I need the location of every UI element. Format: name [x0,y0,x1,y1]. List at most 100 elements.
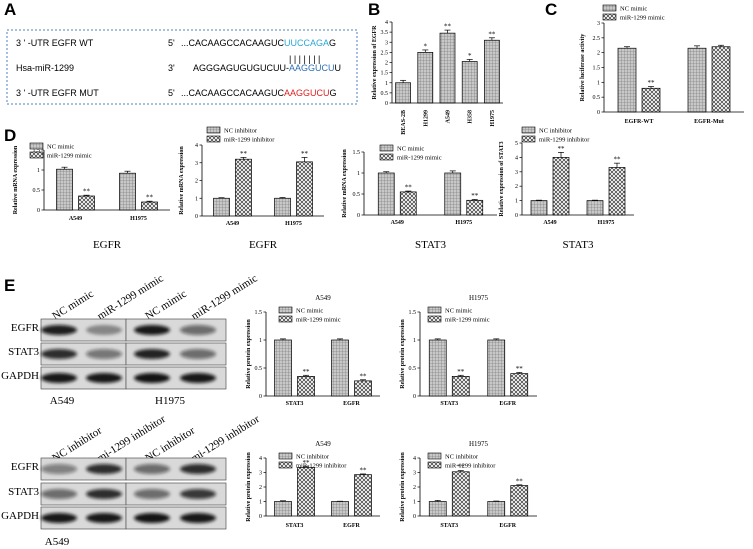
y-tick-label: 1 [195,196,198,202]
blot-band [86,325,122,335]
legend-label: miR-1299 mimic [620,15,665,22]
y-tick-label: 0.5 [353,192,361,198]
pairing-bars: | | | | | | | [289,54,320,64]
blot-lane-label: miR-1299 mimic [189,272,259,322]
y-tick-label: 0 [195,214,198,220]
bar-egfr-s0 [487,339,506,397]
x-tick-label: A549 [226,221,239,227]
legend-swatch [29,142,44,150]
significance-mark: ** [457,463,465,471]
x-tick-label: BEAS-2B [401,110,407,135]
legend-swatch [427,315,442,323]
legend-label: miR-1299 inhibitor [296,463,347,470]
bar-stat3-s1 [451,471,470,517]
legend-swatch [278,461,293,469]
significance-mark: ** [516,365,524,373]
legend-swatch [521,135,536,143]
blot-row-label: STAT3 [8,486,39,498]
bar-egfr-s1 [510,485,529,517]
x-tick-label: STAT3 [440,523,458,529]
x-axis-title: STAT3 [415,239,446,251]
sequence-label-0: 3 ' -UTR EGFR WT [16,38,94,48]
chart-d3: 0 0.5 1 1.5 Relative mRNA expression ** A549 **… [342,144,497,251]
significance-mark: ** [240,150,248,158]
y-tick-label: 2 [259,485,262,491]
legend-label: NC inhibitor [224,128,258,135]
blot-band [180,325,216,335]
legend-swatch [379,144,394,152]
legend-swatch [278,306,293,314]
blot-cell-line-label: H1975 [155,395,185,407]
chart-d2: 0 1 2 3 4 Relative mRNA expression ** A549 ** H19… [179,126,324,251]
bar-a549-s0 [377,172,395,216]
y-axis-label: Relative protein expression [400,452,406,522]
bar-egfr-s0 [487,501,506,517]
legend-swatch [602,4,617,12]
y-axis-label: Relative mRNA expression [13,145,19,214]
y-tick-label: 2 [413,485,416,491]
chart-title: A549 [315,294,331,302]
y-tick-label: 2 [597,51,600,57]
sequence-1: AGGGAGUGUGUCUU-AAGGUCUU [193,63,341,73]
legend-label: miR-1299 mimic [445,317,490,324]
bar-egfr-s0 [331,501,349,517]
y-tick-label: 3 [597,21,600,27]
chart-title: H1975 [469,440,489,448]
y-tick-label: 1 [413,338,416,344]
legend-swatch [427,452,442,460]
legend-swatch [206,126,221,134]
bar-a549-s1 [399,191,417,216]
y-tick-label: 1 [413,500,416,506]
blot-strip [125,342,227,366]
bar-h1975-s1 [466,199,484,216]
blot-strip [125,506,227,530]
y-tick-label: 0 [37,208,40,214]
bar-h1299 [417,52,434,104]
y-axis-label: Relative protein expression [400,319,406,389]
significance-mark: * [468,52,472,60]
x-axis-title: STAT3 [563,239,594,251]
legend-swatch [206,135,221,143]
y-tick-label: 4 [385,20,388,26]
panel-letter-e: E [4,276,15,295]
significance-mark: ** [558,145,566,153]
bar-a549-s0 [530,200,548,216]
bar-h1975-s0 [586,200,604,216]
legend-swatch [427,306,442,314]
bar-h1975-s1 [141,201,158,211]
bar-beas-2b [395,82,411,104]
x-tick-label: EGFR [499,523,516,529]
bar-stat3-s0 [274,501,292,517]
y-tick-label: 3 [515,170,518,176]
bar-stat3-s0 [428,501,447,517]
significance-mark: ** [488,30,496,38]
y-tick-label: 0 [413,514,416,520]
blot-band [86,349,122,359]
legend-label: miR-1299 inhibitor [539,137,590,144]
y-tick-label: 1 [357,171,360,177]
y-tick-label: 1 [385,81,388,87]
legend-label: NC mimic [47,144,74,151]
bar-egfr-mut-s1 [711,46,731,113]
significance-mark: ** [83,188,91,196]
x-tick-label: H1975 [285,221,302,227]
bar-stat3-s1 [451,376,470,397]
y-tick-label: 1 [259,500,262,506]
legend-label: miR-1299 inhibitor [224,137,275,144]
x-tick-label: A549 [391,220,404,226]
significance-mark: ** [516,477,524,485]
y-axis-label: Relative mRNA expression [342,149,348,218]
panel-letter-b: B [368,0,380,19]
x-tick-label: STAT3 [286,401,304,407]
y-tick-label: 0 [385,101,388,107]
x-tick-label: A549 [543,220,556,226]
blot-band [86,464,122,474]
legend-swatch [602,13,617,21]
legend-label: miR-1299 mimic [47,153,92,160]
chart-e3: 0 1 2 3 4 Relative protein expression A549 ** ST… [246,440,380,529]
bar-a549-s1 [235,158,252,217]
x-tick-label: STAT3 [286,523,304,529]
blot-band [134,349,170,359]
y-axis-label: Relative expression of STAT3 [499,141,505,216]
